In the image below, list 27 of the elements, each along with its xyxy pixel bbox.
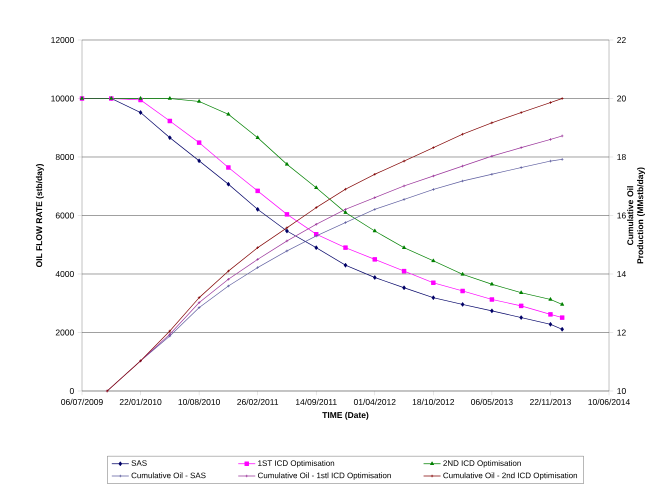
x-tick-label: 10/08/2010 <box>178 398 220 405</box>
x-tick-label: 14/09/2011 <box>296 398 337 405</box>
y2-axis-title: Cumulative Oil Production (MMstb/day) <box>627 167 645 264</box>
y-tick-label: 8000 <box>56 154 74 160</box>
x-tick-label: 06/07/2009 <box>61 398 103 405</box>
x-tick-label: 01/04/2012 <box>354 398 396 405</box>
x-tick-label: 10/06/2014 <box>588 398 630 405</box>
x-tick-label: 22/11/2013 <box>530 398 571 405</box>
x-tick-label: 18/10/2012 <box>412 398 454 405</box>
x-tick-label: 26/02/2011 <box>237 398 278 405</box>
y-axis-title: OIL FLOW RATE (stb/day) <box>36 164 44 268</box>
y-tick-label: 12000 <box>51 37 74 43</box>
y2-tick-label: 18 <box>617 154 626 160</box>
y2-tick-label: 16 <box>617 212 626 218</box>
y2-tick-label: 20 <box>617 96 626 102</box>
y-tick-label: 10000 <box>51 96 74 102</box>
x-tick-label: 22/01/2010 <box>120 398 162 405</box>
y-tick-label: 2000 <box>56 330 74 336</box>
y2-tick-label: 22 <box>617 37 626 43</box>
y2-tick-label: 14 <box>617 271 626 277</box>
y2-tick-label: 10 <box>617 388 626 394</box>
y-tick-label: 4000 <box>56 271 74 277</box>
y-tick-label: 0 <box>70 388 74 394</box>
x-tick-label: 06/05/2013 <box>471 398 513 405</box>
x-axis-title: TIME (Date) <box>322 412 368 420</box>
y-tick-label: 6000 <box>56 212 74 218</box>
y2-tick-label: 12 <box>617 330 626 336</box>
